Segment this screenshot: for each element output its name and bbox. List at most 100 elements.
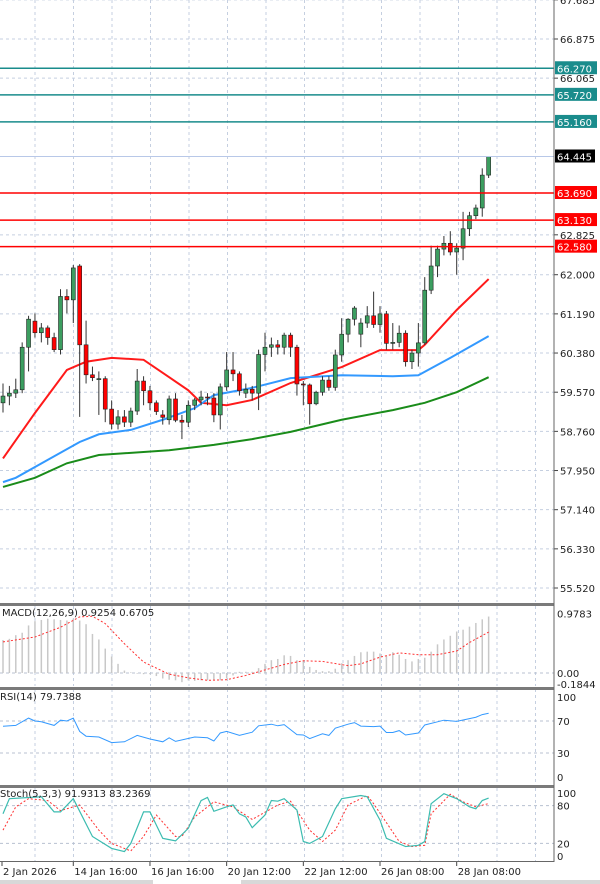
candle-body xyxy=(26,318,31,348)
candle-body xyxy=(479,174,485,209)
macd-panel[interactable] xyxy=(2,615,490,683)
candle-body xyxy=(109,408,114,425)
price-level-tag xyxy=(555,239,597,253)
rsi-axis-label: 0 xyxy=(557,773,563,784)
candle xyxy=(441,236,447,256)
candle-body xyxy=(147,390,153,404)
candle xyxy=(186,400,191,428)
candle xyxy=(345,318,351,343)
candle-body xyxy=(141,380,146,392)
panel-separator[interactable] xyxy=(0,785,554,788)
candle xyxy=(32,313,38,338)
candle xyxy=(352,306,357,326)
candle xyxy=(486,156,491,179)
candle xyxy=(64,289,70,314)
candle xyxy=(307,383,313,425)
price-level-label: 65.160 xyxy=(557,118,592,129)
candle xyxy=(90,366,95,382)
price-tick-label: 57.140 xyxy=(560,506,595,517)
candle xyxy=(166,395,172,425)
candle-body xyxy=(454,247,459,253)
candle-body xyxy=(390,342,396,344)
candle xyxy=(7,385,12,406)
candle-body xyxy=(32,320,38,334)
price-tick-label: 62.000 xyxy=(560,271,595,282)
candle-body xyxy=(179,419,185,423)
stoch-axis-label: 20 xyxy=(557,839,570,850)
price-level-tag xyxy=(555,61,597,75)
candle-body xyxy=(243,388,249,394)
candle-body xyxy=(160,414,166,418)
candle-body xyxy=(256,354,261,394)
candle xyxy=(147,385,153,411)
price-tick-label: 59.570 xyxy=(560,388,595,399)
time-tick-label: 26 Jan 08:00 xyxy=(381,867,444,878)
active-tab[interactable] xyxy=(153,880,241,884)
candle-body xyxy=(339,333,344,356)
candle-body xyxy=(409,352,415,363)
time-tick-label: 20 Jan 12:00 xyxy=(228,867,291,878)
candle-body xyxy=(90,374,95,378)
candle-body xyxy=(313,391,319,405)
candle-body xyxy=(358,322,364,335)
candle xyxy=(326,376,332,391)
candle xyxy=(205,393,210,406)
candle-body xyxy=(447,242,453,253)
grid xyxy=(0,0,554,861)
candle-body xyxy=(422,289,428,344)
candle-body xyxy=(166,398,172,421)
candle xyxy=(416,323,421,367)
price-level-tag xyxy=(555,185,597,199)
price-panel[interactable] xyxy=(0,67,554,488)
time-tick-label: 28 Jan 08:00 xyxy=(458,867,521,878)
candle-body xyxy=(237,373,242,392)
candle xyxy=(102,376,108,423)
candle xyxy=(249,385,255,401)
rsi-axis-label: 100 xyxy=(557,693,576,704)
candle-body xyxy=(281,334,287,348)
panel-separator[interactable] xyxy=(0,687,554,690)
rsi-panel[interactable] xyxy=(2,712,489,744)
candle xyxy=(243,383,249,398)
candle-body xyxy=(198,396,204,401)
candle xyxy=(467,211,472,237)
candle xyxy=(122,410,127,428)
candle xyxy=(288,332,293,357)
candle xyxy=(154,400,159,415)
candle-body xyxy=(122,416,127,423)
candle xyxy=(230,352,236,382)
candle-body xyxy=(275,344,281,348)
macd-axis-label: 0.9783 xyxy=(557,609,592,620)
candle-body xyxy=(13,389,19,394)
candle xyxy=(320,376,325,396)
stochastic-panel[interactable] xyxy=(2,792,489,853)
candle-body xyxy=(288,334,293,348)
candle-body xyxy=(320,379,325,393)
candle xyxy=(269,337,274,357)
panel-separator[interactable] xyxy=(0,603,554,606)
candle xyxy=(262,332,268,372)
bottom-tab-strip[interactable] xyxy=(0,880,600,884)
candle xyxy=(384,310,389,350)
candle-body xyxy=(39,327,44,334)
price-tick-label: 67.685 xyxy=(560,0,595,7)
stoch-axis-label: 0 xyxy=(557,852,563,863)
candle-body xyxy=(115,416,121,425)
candle-body xyxy=(467,215,472,230)
price-tick-label: 57.950 xyxy=(560,467,595,478)
candle-body xyxy=(307,384,313,405)
candle-body xyxy=(51,337,57,350)
price-level-label: 62.580 xyxy=(557,243,592,254)
stoch-signal-line xyxy=(2,793,489,852)
candle-body xyxy=(428,265,434,291)
candle-body xyxy=(262,346,268,355)
candle xyxy=(403,330,408,367)
rsi-label: RSI(14) 79.7388 xyxy=(0,692,81,703)
candle xyxy=(51,332,57,353)
candle xyxy=(237,371,242,396)
candle xyxy=(428,245,434,295)
candle-body xyxy=(377,313,383,325)
candle-body xyxy=(294,346,300,385)
candle xyxy=(115,410,121,430)
